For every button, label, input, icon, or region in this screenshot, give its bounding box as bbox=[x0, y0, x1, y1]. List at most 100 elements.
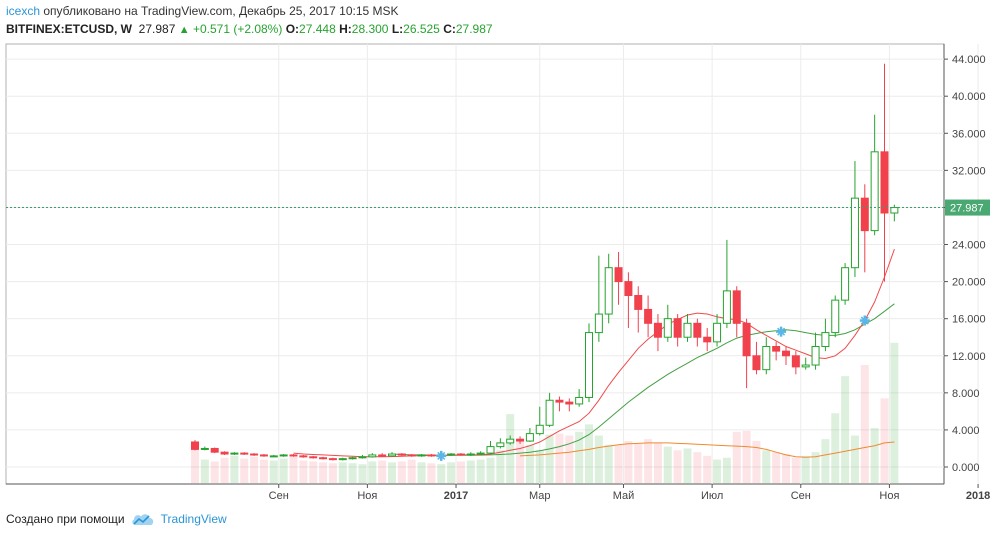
volume-bar bbox=[703, 455, 712, 483]
candle-body bbox=[259, 454, 268, 457]
candle-body bbox=[663, 318, 672, 338]
candle-body bbox=[496, 442, 505, 448]
volume-bar bbox=[259, 459, 268, 483]
candle-body bbox=[575, 396, 584, 405]
candle-body bbox=[565, 401, 574, 405]
candle-body bbox=[358, 456, 367, 459]
volume-bar bbox=[801, 455, 810, 483]
candle-body bbox=[585, 332, 593, 398]
volume-bar bbox=[644, 439, 653, 483]
x-tick-label: 2017 bbox=[444, 490, 468, 502]
x-tick-label: Ноя bbox=[879, 490, 899, 502]
author-link[interactable]: icexch bbox=[6, 4, 41, 18]
volume-bar bbox=[319, 462, 328, 483]
tradingview-brand: TradingView bbox=[160, 512, 227, 526]
candle-body bbox=[870, 151, 879, 232]
volume-bar bbox=[752, 441, 761, 483]
candle-body bbox=[604, 267, 613, 315]
high-value: 28.300 bbox=[351, 22, 389, 36]
volume-bar bbox=[348, 463, 357, 483]
candle-body bbox=[811, 345, 820, 366]
candle-body bbox=[791, 355, 800, 368]
candle-body bbox=[624, 281, 633, 297]
volume-bar bbox=[210, 461, 219, 483]
candle-body bbox=[269, 455, 278, 458]
publish-info: опубликовано на TradingView.com, Декабрь… bbox=[43, 4, 399, 18]
candle-body bbox=[348, 457, 357, 460]
volume-bar bbox=[338, 462, 347, 483]
volume-bar bbox=[269, 460, 278, 483]
volume-bar bbox=[328, 463, 337, 483]
volume-bar bbox=[634, 443, 643, 483]
candle-body bbox=[328, 458, 337, 461]
star-marker-icon bbox=[859, 315, 870, 326]
volume-bar bbox=[575, 431, 584, 483]
volume-bar bbox=[486, 457, 495, 483]
candle-body bbox=[338, 458, 347, 461]
candle-body bbox=[782, 350, 790, 357]
volume-bar bbox=[880, 398, 889, 483]
volume-bar bbox=[516, 439, 525, 483]
volume-bar bbox=[614, 444, 623, 483]
candle-body bbox=[200, 447, 209, 450]
volume-bar bbox=[782, 454, 790, 483]
y-tick-label: 4.000 bbox=[952, 425, 980, 437]
volume-bar bbox=[240, 458, 249, 483]
x-tick-label: Ноя bbox=[357, 490, 377, 502]
candle-body bbox=[821, 332, 830, 347]
volume-bar bbox=[722, 457, 731, 483]
candle-body bbox=[456, 453, 465, 456]
candle-body bbox=[772, 345, 781, 352]
y-tick-label: 24.000 bbox=[952, 240, 986, 252]
candle-body bbox=[762, 345, 771, 371]
candle-body bbox=[319, 457, 328, 460]
current-price-label: 27.987 bbox=[950, 203, 984, 215]
volume-bar bbox=[870, 428, 879, 483]
footer: Создано при помощи TradingView bbox=[6, 512, 227, 526]
volume-bar bbox=[811, 452, 820, 483]
volume-bar bbox=[831, 413, 840, 483]
volume-bar bbox=[250, 456, 259, 483]
volume-bar bbox=[762, 450, 771, 483]
open-label: O: bbox=[285, 22, 300, 36]
candle-body bbox=[614, 267, 623, 283]
candle-body bbox=[397, 453, 406, 456]
candle-body bbox=[447, 453, 456, 456]
x-tick-label: 2018 bbox=[966, 490, 990, 502]
volume-bar bbox=[191, 448, 199, 483]
volume-bar bbox=[841, 376, 850, 483]
candle-body bbox=[230, 452, 239, 455]
volume-bar bbox=[555, 433, 564, 483]
volume-bar bbox=[230, 455, 239, 483]
plot-area bbox=[5, 43, 945, 485]
candle-body bbox=[279, 454, 288, 457]
close-label: C: bbox=[443, 22, 456, 36]
candle-body bbox=[713, 322, 722, 343]
candle-body bbox=[525, 433, 534, 442]
price-chart[interactable]: 44.00040.00036.00032.00028.00024.00020.0… bbox=[0, 0, 996, 505]
price-change: +0.571 (+2.08%) bbox=[192, 22, 283, 36]
candle-body bbox=[831, 299, 840, 334]
candle-body bbox=[240, 452, 249, 455]
ma-short-line bbox=[293, 249, 895, 458]
publish-header: icexch опубликовано на TradingView.com, … bbox=[6, 3, 399, 19]
volume-bar bbox=[673, 450, 682, 483]
volume-bar bbox=[506, 414, 515, 483]
candle-body bbox=[299, 455, 308, 458]
candle-body bbox=[703, 336, 712, 343]
high-label: H: bbox=[339, 22, 352, 36]
candle-body bbox=[309, 456, 318, 459]
ma-long-line bbox=[519, 441, 895, 458]
candle-body bbox=[250, 453, 259, 456]
volume-bar bbox=[397, 461, 406, 483]
x-tick-label: Июл bbox=[701, 490, 723, 502]
tradingview-logo-link[interactable]: TradingView bbox=[131, 512, 227, 526]
candle-body bbox=[722, 290, 731, 324]
volume-bar bbox=[860, 365, 869, 483]
volume-bar bbox=[299, 460, 308, 483]
volume-bar bbox=[417, 462, 426, 483]
volume-bar bbox=[437, 464, 446, 483]
candle-body bbox=[368, 454, 377, 458]
candle-body bbox=[742, 322, 751, 357]
candle-body bbox=[860, 197, 869, 232]
